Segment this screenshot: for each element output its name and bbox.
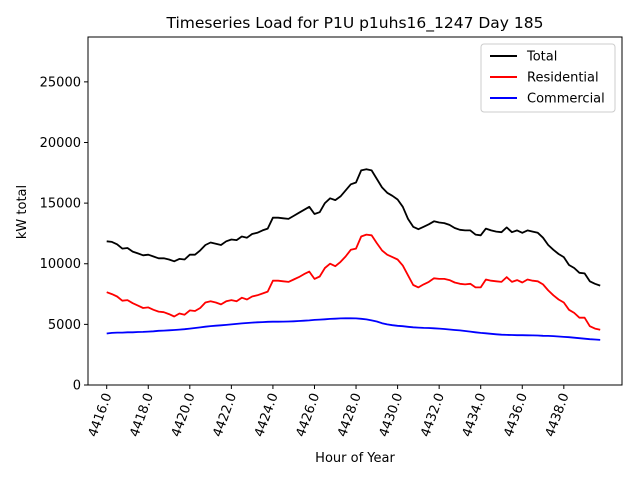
series-line-total [106, 168, 601, 287]
y-tick-label: 25000 [40, 75, 81, 90]
y-tick-label: 20000 [40, 136, 81, 151]
legend: Total Residential Commercial [480, 43, 616, 113]
y-tick-label: 5000 [48, 318, 81, 333]
legend-label-total: Total [526, 50, 557, 65]
y-tick-label: 15000 [40, 197, 81, 212]
y-tick-label: 0 [73, 379, 81, 394]
series-line-commercial [106, 317, 601, 341]
series-layer [106, 168, 601, 341]
x-axis-label: Hour of Year [315, 451, 395, 466]
y-tick-label: 10000 [40, 257, 81, 272]
plot-frame [87, 36, 623, 386]
legend-box [480, 43, 616, 113]
chart-title: Timeseries Load for P1U p1uhs16_1247 Day… [166, 14, 544, 33]
legend-label-residential: Residential [527, 71, 599, 86]
series-line-residential [106, 233, 601, 331]
legend-label-commercial: Commercial [527, 92, 605, 107]
y-axis-label: kW total [15, 185, 30, 239]
